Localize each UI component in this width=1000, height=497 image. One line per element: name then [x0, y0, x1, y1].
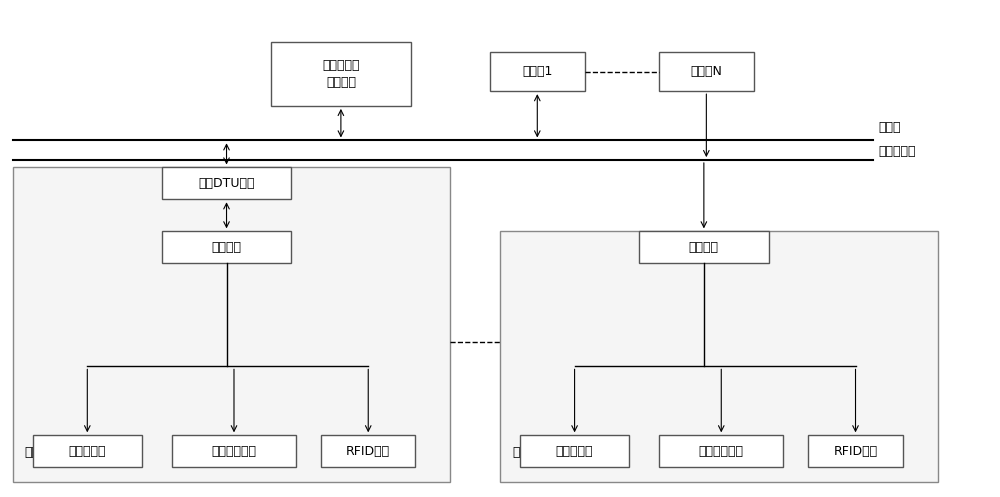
Bar	[520, 435, 629, 467]
Bar	[271, 42, 411, 106]
Text: 非智能变电站: 非智能变电站	[211, 445, 256, 458]
Text: 主监控器: 主监控器	[212, 241, 242, 254]
Text: 变电站N: 变电站N	[512, 446, 544, 459]
Bar	[639, 231, 768, 263]
Bar	[162, 231, 291, 263]
Text: 智能变电站
管理平台: 智能变电站 管理平台	[322, 59, 360, 89]
Text: 智能变电站: 智能变电站	[69, 445, 106, 458]
Bar	[490, 52, 585, 91]
Bar	[659, 52, 754, 91]
Bar	[172, 435, 296, 467]
Text: 智能变电站: 智能变电站	[556, 445, 593, 458]
Text: 主监控器: 主监控器	[689, 241, 719, 254]
Bar	[500, 231, 938, 482]
Text: RFID编号: RFID编号	[346, 445, 390, 458]
Text: 非智能变电站: 非智能变电站	[699, 445, 744, 458]
Bar	[808, 435, 903, 467]
Bar	[13, 167, 450, 482]
Bar	[321, 435, 415, 467]
Text: 客户端N: 客户端N	[690, 65, 722, 78]
Bar	[659, 435, 783, 467]
Text: RFID编号: RFID编号	[833, 445, 878, 458]
Text: 客户端1: 客户端1	[522, 65, 552, 78]
Text: 无线DTU设备: 无线DTU设备	[198, 177, 255, 190]
Text: 移动互联网: 移动互联网	[878, 145, 915, 158]
Bar	[33, 435, 142, 467]
Text: 互联网: 互联网	[878, 121, 900, 135]
Text: 变电站1: 变电站1	[25, 446, 55, 459]
Bar	[162, 167, 291, 199]
